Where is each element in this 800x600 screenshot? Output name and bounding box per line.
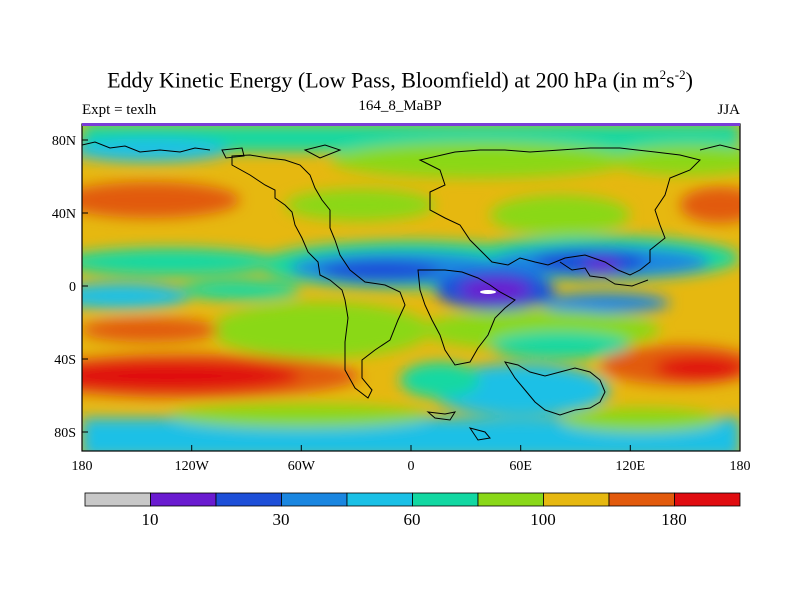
- colorbar-label: 30: [273, 510, 290, 529]
- map-title: Eddy Kinetic Energy (Low Pass, Bloomfiel…: [107, 67, 693, 93]
- experiment-label: Expt = texlh: [82, 102, 157, 118]
- filled-contour-field: [82, 124, 740, 451]
- colorbar-segment: [412, 492, 479, 507]
- colorbar-segment: [346, 492, 413, 507]
- x-tick-label: 120E: [616, 459, 646, 474]
- colorbar-segment: [84, 492, 151, 507]
- colorbar-segment: [674, 492, 741, 507]
- colorbar-segment: [608, 492, 675, 507]
- x-tick-label: 180: [72, 459, 93, 474]
- colorbar-segment: [477, 492, 544, 507]
- y-tick-label: 80N: [52, 134, 76, 149]
- colorbar-segment: [215, 492, 282, 507]
- y-tick-label: 80S: [54, 426, 76, 441]
- colorbar-label: 60: [404, 510, 421, 529]
- y-tick-label: 40S: [54, 353, 76, 368]
- colorbar-segment: [543, 492, 610, 507]
- y-tick-label: 0: [69, 280, 76, 295]
- colorbar: [84, 492, 741, 507]
- x-tick-label: 0: [408, 459, 415, 474]
- x-tick-label: 180: [730, 459, 751, 474]
- x-tick-label: 120W: [175, 459, 210, 474]
- subtitle-label: 164_8_MaBP: [358, 98, 442, 114]
- x-tick-label: 60W: [288, 459, 316, 474]
- season-label: JJA: [717, 102, 740, 118]
- coastline-overlay: [82, 141, 740, 441]
- x-tick-label: 60E: [509, 459, 532, 474]
- colorbar-segment: [150, 492, 217, 507]
- y-tick-label: 40N: [52, 207, 76, 222]
- colorbar-label: 100: [530, 510, 556, 529]
- colorbar-label: 10: [142, 510, 159, 529]
- colorbar-label: 180: [661, 510, 687, 529]
- colorbar-segment: [281, 492, 348, 507]
